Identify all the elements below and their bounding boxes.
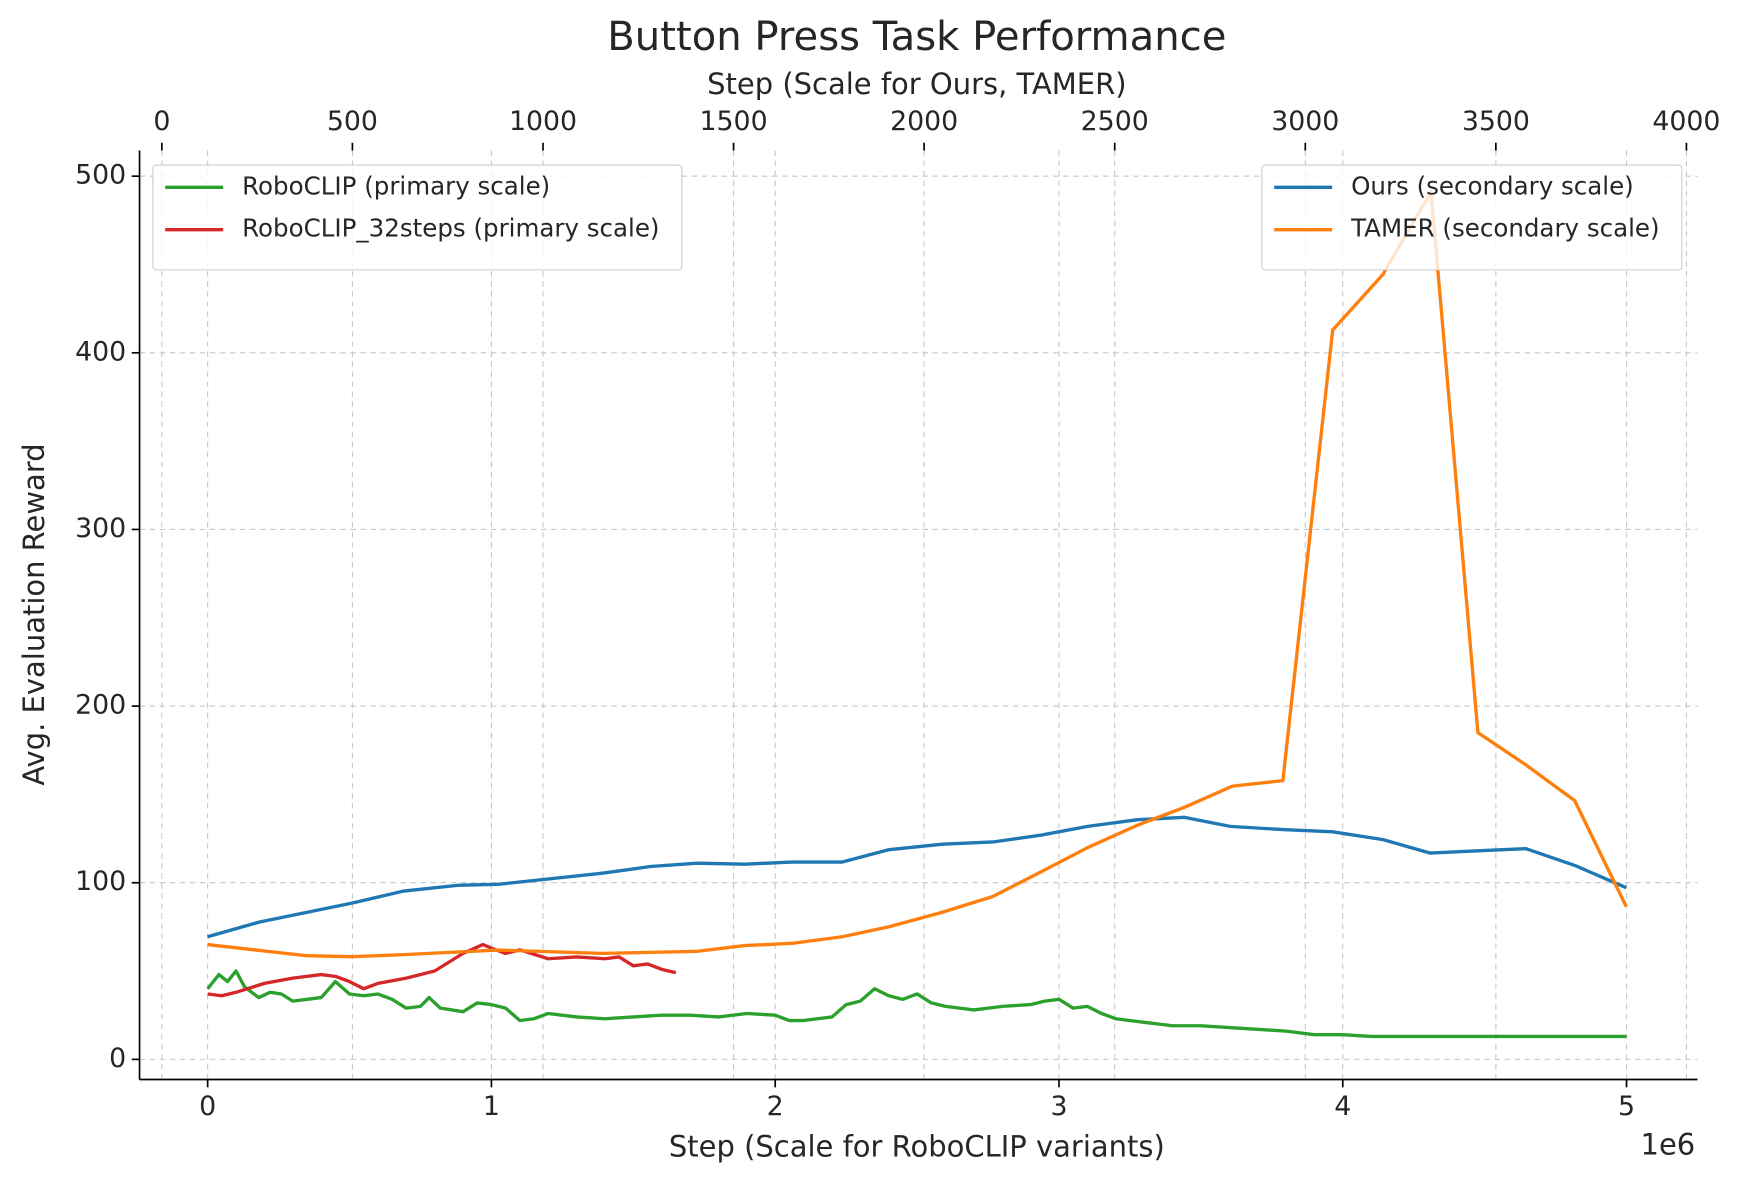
legend-label: RoboCLIP (primary scale) <box>242 171 550 200</box>
x2-tick-label: 2000 <box>890 106 958 137</box>
x2-tick-label: 1000 <box>509 106 577 137</box>
x-tick-label: 3 <box>1050 1091 1067 1122</box>
x2-tick-label: 2500 <box>1081 106 1149 137</box>
x-tick-label: 5 <box>1618 1091 1635 1122</box>
series-line <box>207 190 1628 959</box>
legend-label: Ours (secondary scale) <box>1351 171 1634 200</box>
x-offset-label: 1e6 <box>1641 1127 1696 1161</box>
legend-label: TAMER (secondary scale) <box>1350 214 1659 243</box>
x2-tick-label: 3500 <box>1462 106 1530 137</box>
y-tick-label: 0 <box>109 1043 126 1074</box>
x2-tick-label: 3000 <box>1271 106 1339 137</box>
series-line <box>206 969 1627 1039</box>
legend-box <box>1261 164 1683 271</box>
x2-tick-label: 4000 <box>1652 106 1720 137</box>
chart-title: Button Press Task Performance <box>607 14 1226 60</box>
x-tick-label: 2 <box>767 1091 784 1122</box>
y-tick-label: 300 <box>75 513 126 544</box>
legend: Ours (secondary scale) TAMER (secondary s… <box>1261 164 1683 271</box>
x-tick-label: 4 <box>1334 1091 1351 1122</box>
x-axis-label: Step (Scale for RoboCLIP variants) <box>669 1130 1165 1164</box>
series-line <box>207 815 1627 939</box>
x2-tick-label: 1500 <box>700 106 768 137</box>
x2-axis-label: Step (Scale for Ours, TAMER) <box>707 67 1126 101</box>
y-tick-label: 400 <box>75 336 126 367</box>
x-tick-label: 0 <box>199 1091 216 1122</box>
y-tick-label: 500 <box>75 160 126 191</box>
x-tick-label: 1 <box>483 1091 500 1122</box>
x2-tick-label: 0 <box>153 106 170 137</box>
legend-box <box>152 164 683 271</box>
legend-label: RoboCLIP_32steps (primary scale) <box>242 214 659 243</box>
y-tick-label: 200 <box>75 690 126 721</box>
y-tick-label: 100 <box>75 866 126 897</box>
legend: RoboCLIP (primary scale) RoboCLIP_32steps… <box>152 164 683 271</box>
x2-tick-label: 500 <box>327 106 378 137</box>
y-axis-label: Avg. Evaluation Reward <box>17 443 51 785</box>
